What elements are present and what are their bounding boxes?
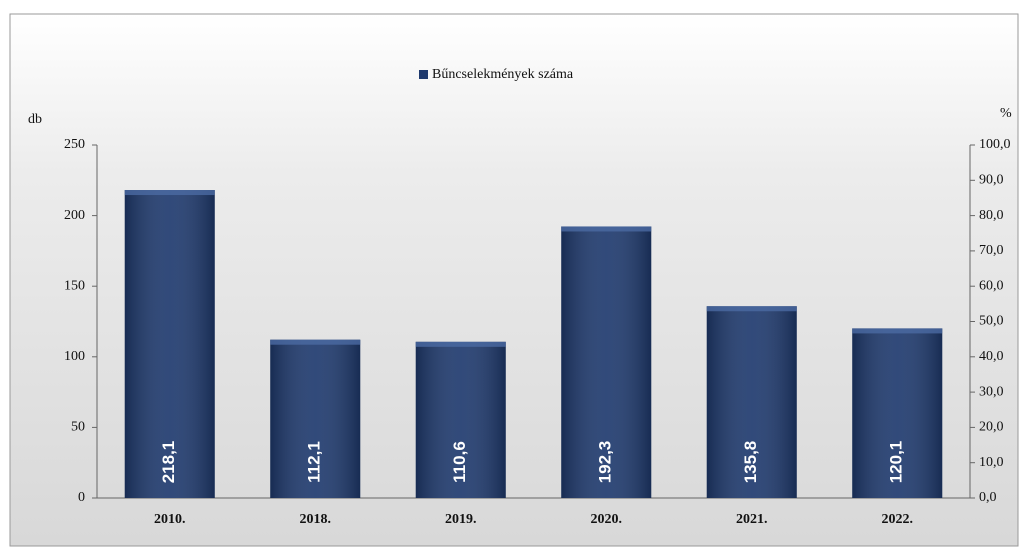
value-label: 112,1 [305,441,324,483]
value-label: 218,1 [159,441,178,484]
y2-axis-label: % [1000,106,1012,121]
value-label: 110,6 [450,441,469,483]
x-tick-label: 2022. [882,512,914,527]
y-tick-label: 0 [78,490,85,505]
y2-tick-label: 20,0 [979,420,1004,435]
x-tick-label: 2018. [300,512,332,527]
bar-shine [270,339,361,498]
value-label: 120,1 [887,441,906,484]
bar-shine [706,306,797,498]
value-label: 135,8 [741,441,760,484]
y2-tick-label: 80,0 [979,208,1004,223]
y-axis-label: db [28,112,42,127]
y-tick-label: 50 [71,420,85,435]
bar-cap [124,190,215,196]
bar-cap [706,306,797,312]
y-tick-label: 200 [64,208,85,223]
y2-tick-label: 70,0 [979,243,1004,258]
x-tick-label: 2020. [591,512,623,527]
bar-cap [415,341,506,347]
x-tick-label: 2021. [736,512,768,527]
bar-shine [561,226,652,498]
x-tick-label: 2019. [445,512,477,527]
bar-cap [270,339,361,345]
x-tick-label: 2010. [154,512,186,527]
y-tick-label: 100 [64,349,85,364]
y2-tick-label: 0,0 [979,490,997,505]
y-tick-label: 250 [64,137,85,152]
legend-swatch [419,70,428,79]
y2-tick-label: 60,0 [979,278,1004,293]
y2-tick-label: 40,0 [979,349,1004,364]
legend-label: Bűncselekmények száma [432,67,574,82]
y2-tick-label: 30,0 [979,384,1004,399]
y2-tick-label: 100,0 [979,137,1011,152]
y2-tick-label: 10,0 [979,455,1004,470]
bar-shine [124,190,215,499]
value-label: 192,3 [596,441,615,484]
y-tick-label: 150 [64,278,85,293]
y2-tick-label: 50,0 [979,314,1004,329]
bar-shine [852,328,943,498]
bar-cap [561,226,652,232]
bar-shine [415,341,506,498]
y2-tick-label: 90,0 [979,173,1004,188]
bar-cap [852,328,943,334]
